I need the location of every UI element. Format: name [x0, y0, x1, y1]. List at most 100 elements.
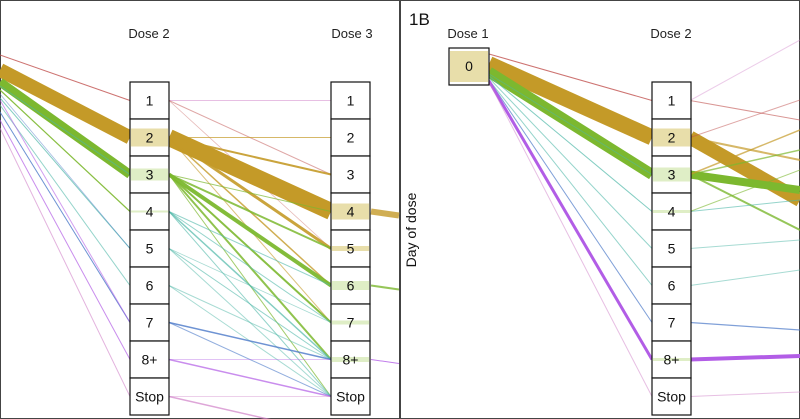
right-dose1-cell-label: 0	[465, 58, 473, 74]
right-dose2-flow	[689, 39, 800, 101]
left-transition-flow	[168, 174, 332, 212]
left-incoming-flow	[0, 97, 131, 249]
right-dose1-flow	[487, 80, 654, 361]
left-transition-flow	[168, 285, 332, 360]
left-dose3-cell-label: 6	[347, 278, 355, 294]
right-dose2-cell-label: 2	[668, 130, 676, 146]
category-stacks: 1 2 3 4 5 6 7 8+ Stop 1 2 3 4 5 6 7 8+ Stop 1 2 3 4 5 6 7 8+ Stop 0	[129, 47, 692, 416]
left-dose2-cell-fill	[130, 210, 169, 213]
left-incoming-flow	[0, 54, 131, 101]
left-dose3-cell-fill	[331, 320, 370, 325]
left-incoming-flow	[0, 119, 131, 360]
right-dose2-cell-label: 1	[668, 93, 676, 109]
right-dose2-cell-fill	[652, 128, 691, 147]
left-col-header-dose3: Dose 3	[331, 26, 372, 41]
left-dose2-cell-label: 4	[146, 204, 154, 220]
left-dose3-cell-label: Stop	[336, 389, 365, 405]
left-transition-flow	[168, 211, 332, 286]
left-transition-flow	[168, 136, 332, 176]
left-dose3-cell-fill	[331, 357, 370, 362]
right-dose2-flow	[689, 170, 800, 194]
left-dose2-cell	[129, 377, 170, 416]
left-transition-flow	[168, 248, 332, 323]
left-dose3-cell-fill	[331, 203, 370, 220]
left-dose2-cell-label: 2	[146, 130, 154, 146]
left-outgoing-flow	[370, 359, 400, 364]
left-dose2-cell-label: 3	[146, 167, 154, 183]
left-dose3-cell-fill	[331, 281, 370, 290]
right-dose2-cell-fill	[652, 358, 691, 361]
left-transition-flow	[167, 172, 333, 288]
left-dose2-cell-fill	[130, 128, 169, 147]
right-dose2-cell-fill	[652, 167, 691, 182]
left-transition-flow	[168, 395, 271, 419]
right-dose1-flow	[485, 56, 656, 145]
right-col-header-dose2: Dose 2	[650, 26, 691, 41]
right-dose2-cell-label: 6	[668, 278, 676, 294]
left-incoming-flow	[0, 85, 131, 175]
left-incoming-flow	[0, 127, 131, 397]
left-dose3-cell	[330, 155, 371, 194]
right-dose1-flow	[488, 53, 653, 101]
left-incoming-flow	[0, 93, 131, 249]
right-dose2-flow	[689, 321, 800, 331]
right-dose1-flow	[488, 81, 653, 397]
left-dose3-cell-label: 2	[347, 130, 355, 146]
right-flows	[485, 39, 800, 397]
left-dose3-cell	[330, 377, 371, 416]
left-flows	[0, 54, 400, 419]
right-dose2-flow	[689, 391, 800, 397]
right-dose2-flow	[689, 149, 800, 176]
left-dose3-cell-label: 5	[347, 241, 355, 257]
left-dose3-cell	[330, 118, 371, 157]
left-dose2-cell-label: 1	[146, 93, 154, 109]
right-dose2-cell-label: Stop	[657, 389, 686, 405]
left-incoming-flow	[0, 99, 131, 323]
left-incoming-flow	[0, 111, 131, 323]
left-transition-flow	[168, 358, 332, 398]
right-dose2-cell-label: 5	[668, 241, 676, 257]
right-dose1-flow	[488, 75, 653, 212]
left-dose3-cell-label: 1	[347, 93, 355, 109]
left-dose2-cell-label: Stop	[135, 389, 164, 405]
left-outgoing-flow	[370, 208, 400, 219]
right-dose2-flow	[689, 199, 800, 212]
left-dose2-cell-label: 8+	[142, 352, 158, 368]
right-dose2-flow	[689, 99, 800, 138]
left-transition-flow	[168, 211, 332, 323]
left-incoming-flow	[0, 104, 131, 286]
left-transition-flow	[165, 129, 335, 220]
right-dose2-flow	[689, 136, 800, 161]
left-incoming-flow	[0, 89, 131, 212]
right-dose2-flow	[689, 100, 800, 121]
right-dose1-cell-fill	[450, 51, 488, 82]
left-dose2-cell-label: 7	[146, 315, 154, 331]
left-dose3-cell-label: 8+	[343, 352, 359, 368]
y-axis-label: Day of dose	[403, 192, 419, 267]
panel-label: 1B	[409, 10, 430, 29]
left-dose2-cell-label: 6	[146, 278, 154, 294]
left-dose2-cell	[129, 303, 170, 342]
left-dose3-cell-label: 7	[347, 315, 355, 331]
right-dose2-flow	[689, 269, 800, 286]
right-dose2-flow	[689, 169, 800, 212]
left-dose2-cell	[129, 340, 170, 379]
right-dose2-flow	[689, 129, 800, 176]
right-dose2-cell-label: 4	[668, 204, 676, 220]
right-dose2-cell-label: 8+	[664, 352, 680, 368]
right-dose2-cell-fill	[652, 210, 691, 213]
left-incoming-flow	[0, 63, 134, 144]
left-col-header-dose2: Dose 2	[128, 26, 169, 41]
right-dose1-flow	[488, 79, 653, 323]
right-dose2-cell	[651, 81, 692, 120]
right-col-header-dose1: Dose 1	[447, 26, 488, 41]
left-incoming-flow	[0, 78, 133, 179]
left-dose2-cell	[129, 81, 170, 120]
left-transition-flow	[168, 173, 332, 250]
left-dose3-cell-fill	[331, 246, 370, 251]
left-dose2-cell-fill	[130, 168, 169, 181]
left-dose2-cell-label: 5	[146, 241, 154, 257]
left-transition-flow	[168, 248, 332, 360]
right-dose2-flow	[689, 173, 800, 231]
